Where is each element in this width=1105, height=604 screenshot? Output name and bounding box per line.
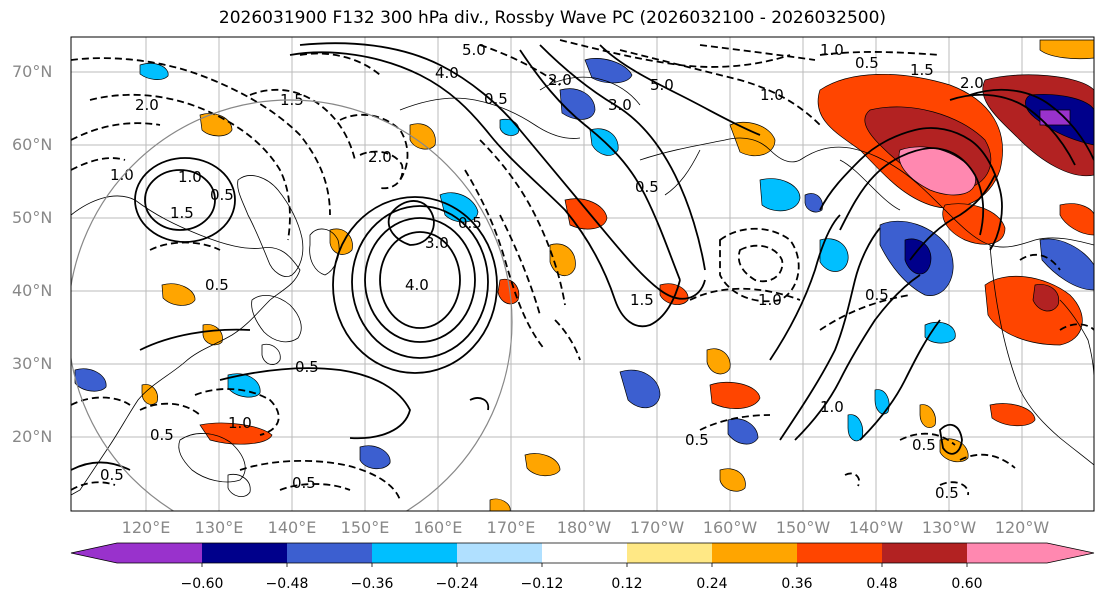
lon-label: 150°E [340, 518, 390, 537]
contour-label: 0.5 [150, 426, 174, 444]
lat-label-40n: 40°N [12, 281, 53, 300]
colorbar-tick-label: −0.36 [350, 576, 394, 592]
contour-label: 5.0 [462, 41, 486, 59]
contour-label: 3.0 [608, 96, 632, 114]
colorbar-tick-label: −0.12 [520, 576, 564, 592]
rossby-wave-circle [71, 99, 513, 511]
colorbar-tick-label: 0.60 [951, 576, 983, 592]
contour-label: 0.5 [912, 436, 936, 454]
contour-label: 2.0 [368, 148, 392, 166]
lon-label: 160°E [413, 518, 463, 537]
contour-label: 1.5 [630, 291, 654, 309]
colorbar-under-extension [71, 543, 117, 563]
colorbar-segment [627, 543, 713, 563]
contour-label: 0.5 [935, 484, 959, 502]
contour-label: 0.5 [292, 474, 316, 492]
contour-label: 0.5 [100, 466, 124, 484]
contour-label: 1.0 [178, 168, 202, 186]
lon-label: 170°E [486, 518, 536, 537]
colorbar-tick-label: 0.48 [866, 576, 898, 592]
lon-label: 120°W [994, 518, 1050, 537]
lon-label: 180°W [556, 518, 612, 537]
colorbar-segment [712, 543, 798, 563]
colorbar-tick-label: −0.48 [265, 576, 309, 592]
colorbar-tick-label: −0.24 [435, 576, 479, 592]
colorbar-segment [457, 543, 543, 563]
contour-label: 1.0 [110, 166, 134, 184]
contour-label: 0.5 [865, 286, 889, 304]
contour-label: 2.0 [135, 96, 159, 114]
colorbar-over-extension [1047, 543, 1094, 563]
map-title: 2026031900 F132 300 hPa div., Rossby Wav… [218, 8, 887, 28]
lon-label: 150°W [775, 518, 831, 537]
contour-label: 1.5 [910, 61, 934, 79]
colorbar-segment [542, 543, 628, 563]
colorbar-tick-label: 0.36 [781, 576, 813, 592]
contour-label: 1.0 [758, 291, 782, 309]
map-content: 4.0 5.0 0.5 2.0 1.5 1.0 1.0 0.5 1.5 0.5 … [71, 37, 1094, 511]
contour-label: 5.0 [650, 76, 674, 94]
lon-label: 160°W [702, 518, 758, 537]
lat-label-60n: 60°N [12, 135, 53, 154]
lon-label: 170°W [629, 518, 685, 537]
lon-label: 120°E [121, 518, 171, 537]
contour-label: 3.0 [425, 234, 449, 252]
lat-label-70n: 70°N [12, 62, 53, 81]
colorbar-segment [202, 543, 288, 563]
contour-label: 1.5 [170, 204, 194, 222]
contour-label: 2.0 [960, 74, 984, 92]
contour-label: 0.5 [855, 54, 879, 72]
contour-label: 1.0 [760, 86, 784, 104]
lat-label-20n: 20°N [12, 427, 53, 446]
colorbar [70, 542, 1095, 567]
lon-label: 130°W [921, 518, 977, 537]
lon-label: 130°E [194, 518, 244, 537]
colorbar-tick-label: 0.12 [611, 576, 643, 592]
contour-labels: 4.0 5.0 0.5 2.0 1.5 1.0 1.0 0.5 1.5 0.5 … [100, 41, 984, 502]
contour-label: 0.5 [635, 178, 659, 196]
colorbar-segment [967, 543, 1047, 563]
colorbar-segment [797, 543, 883, 563]
map-frame-border [70, 36, 1095, 512]
contour-label: 0.5 [295, 358, 319, 376]
colorbar-tick-label: −0.60 [180, 576, 224, 592]
lat-label-30n: 30°N [12, 354, 53, 373]
contour-label: 1.0 [228, 414, 252, 432]
contour-label: 1.0 [820, 41, 844, 59]
contour-label: 2.0 [548, 71, 572, 89]
contour-label: 0.5 [210, 186, 234, 204]
lat-label-50n: 50°N [12, 208, 53, 227]
contour-label: 4.0 [405, 276, 429, 294]
contour-label: 0.5 [484, 90, 508, 108]
contour-lines-positive [71, 42, 1094, 471]
lon-label: 140°E [267, 518, 317, 537]
contour-label: 4.0 [435, 64, 459, 82]
colorbar-outline [70, 542, 1095, 564]
colorbar-segment [372, 543, 458, 563]
colorbar-segment [287, 543, 373, 563]
contour-label: 0.5 [458, 214, 482, 232]
contour-label: 0.5 [685, 431, 709, 449]
colorbar-segment [882, 543, 968, 563]
lon-label: 140°W [848, 518, 904, 537]
contour-label: 1.0 [820, 398, 844, 416]
colorbar-tick-label: 0.24 [696, 576, 728, 592]
coastlines [71, 76, 1094, 498]
colorbar-segment [117, 543, 203, 563]
contour-label: 0.5 [205, 276, 229, 294]
contour-lines-negative [71, 39, 1094, 501]
